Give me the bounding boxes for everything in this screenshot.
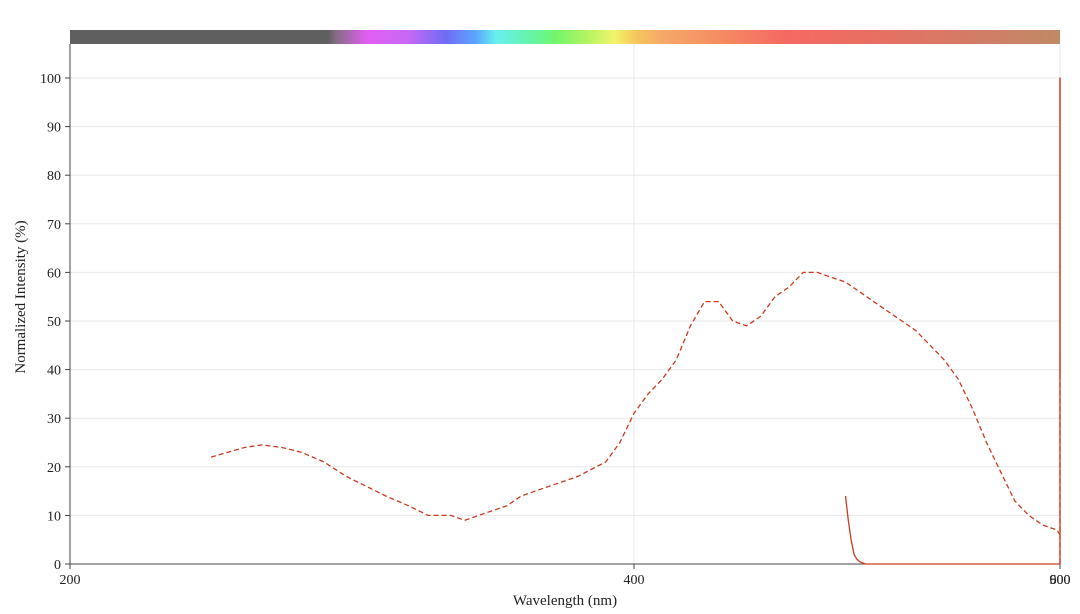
y-tick-label: 70	[47, 218, 61, 233]
axes	[65, 44, 1061, 569]
y-tick-label: 30	[47, 412, 61, 427]
spectrum-color-bar	[70, 30, 1060, 44]
emission-series-line	[844, 77, 1061, 565]
grid-lines	[70, 44, 1061, 564]
y-tick-label: 40	[47, 364, 61, 379]
x-tick-label: 600	[1050, 573, 1071, 588]
x-tick-label: 400	[624, 573, 645, 588]
y-tick-label: 90	[47, 121, 61, 136]
y-tick-label: 0	[54, 558, 61, 573]
x-tick-label: 900	[1050, 573, 1071, 588]
series-layer	[210, 77, 1061, 565]
y-axis-title: Normalized Intensity (%)	[13, 220, 29, 373]
x-tick-label: 200	[60, 573, 81, 588]
y-tick-label: 60	[47, 266, 61, 281]
y-tick-label: 20	[47, 461, 61, 476]
y-tick-label: 10	[47, 509, 61, 524]
y-tick-label: 80	[47, 169, 61, 184]
y-tick-label: 100	[40, 72, 61, 87]
y-tick-label: 50	[47, 315, 61, 330]
x-axis-title: Wavelength (nm)	[513, 593, 617, 609]
